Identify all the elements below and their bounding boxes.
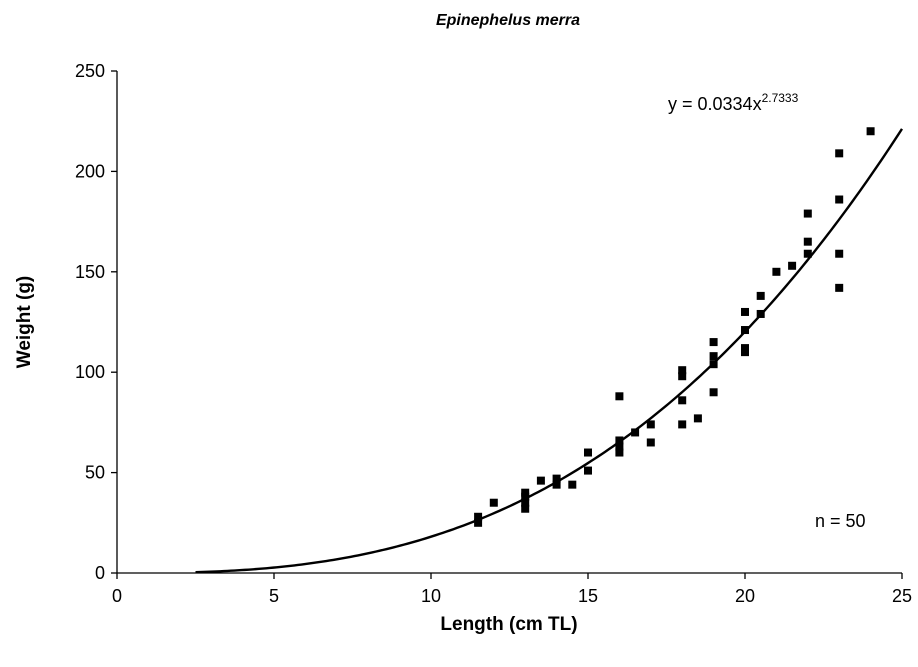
x-tick-label: 0 xyxy=(112,586,122,606)
data-point xyxy=(694,414,702,422)
data-point xyxy=(804,210,812,218)
data-point xyxy=(647,420,655,428)
data-point xyxy=(804,238,812,246)
data-point xyxy=(710,388,718,396)
data-point xyxy=(804,250,812,258)
y-tick-label: 150 xyxy=(75,262,105,282)
x-tick-label: 25 xyxy=(892,586,912,606)
data-point xyxy=(835,196,843,204)
data-point xyxy=(584,449,592,457)
data-point xyxy=(835,250,843,258)
trendline-equation: y = 0.0334x2.7333 xyxy=(668,91,799,114)
data-point xyxy=(584,467,592,475)
data-point xyxy=(741,308,749,316)
data-point xyxy=(710,360,718,368)
y-tick-label: 200 xyxy=(75,161,105,181)
data-point xyxy=(537,477,545,485)
data-point xyxy=(615,436,623,444)
x-tick-label: 5 xyxy=(269,586,279,606)
data-point xyxy=(490,499,498,507)
y-tick-label: 100 xyxy=(75,362,105,382)
ticks: 0 50 100 150 200 250 0 5 10 15 20 25 xyxy=(75,61,912,606)
trendline xyxy=(196,129,903,572)
data-point xyxy=(521,489,529,497)
data-point xyxy=(678,366,686,374)
trendline-equation-exponent: 2.7333 xyxy=(762,91,799,105)
data-points xyxy=(474,127,874,527)
data-point xyxy=(568,481,576,489)
x-axis-title: Length (cm TL) xyxy=(440,614,577,635)
data-point xyxy=(772,268,780,276)
data-point xyxy=(647,438,655,446)
chart-title: Epinephelus merra xyxy=(436,12,580,29)
data-point xyxy=(867,127,875,135)
y-tick-label: 250 xyxy=(75,61,105,81)
data-point xyxy=(788,262,796,270)
data-point xyxy=(710,338,718,346)
data-point xyxy=(678,420,686,428)
trendline-equation-prefix: y = 0.0334x xyxy=(668,94,762,114)
y-axis-title: Weight (g) xyxy=(14,276,35,369)
data-point xyxy=(835,284,843,292)
data-point xyxy=(741,344,749,352)
data-point xyxy=(741,326,749,334)
data-point xyxy=(710,352,718,360)
y-tick-label: 50 xyxy=(85,463,105,483)
data-point xyxy=(678,396,686,404)
data-point xyxy=(835,149,843,157)
x-tick-label: 10 xyxy=(421,586,441,606)
data-point xyxy=(631,428,639,436)
y-tick-label: 0 xyxy=(95,563,105,583)
x-tick-label: 20 xyxy=(735,586,755,606)
data-point xyxy=(757,292,765,300)
data-point xyxy=(474,513,482,521)
data-point xyxy=(757,310,765,318)
data-point xyxy=(553,475,561,483)
axes xyxy=(117,71,902,573)
data-point xyxy=(615,392,623,400)
sample-size-label: n = 50 xyxy=(815,511,866,531)
x-tick-label: 15 xyxy=(578,586,598,606)
